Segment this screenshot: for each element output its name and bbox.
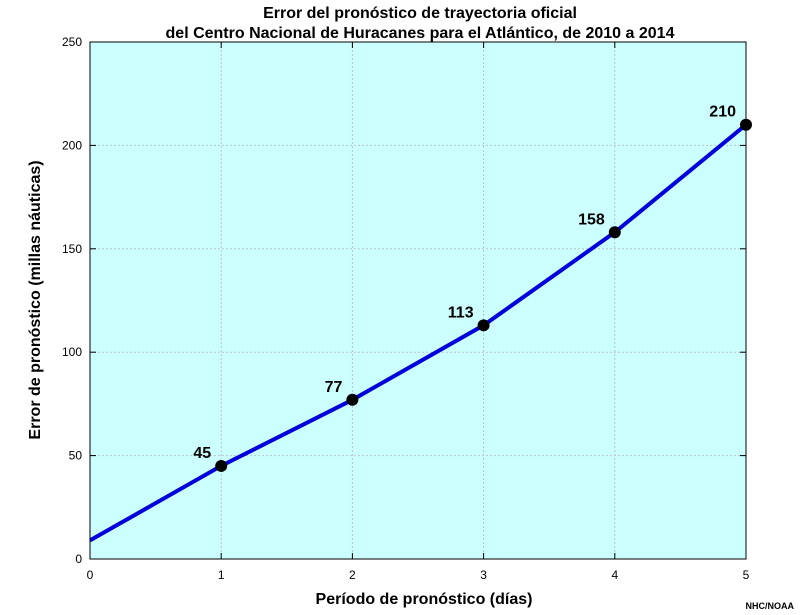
data-label: 77 <box>325 379 343 396</box>
x-tick-label: 5 <box>743 568 750 582</box>
data-label: 158 <box>578 211 605 228</box>
x-tick-label: 0 <box>87 568 94 582</box>
data-label: 113 <box>448 304 474 321</box>
gridlines <box>90 42 746 559</box>
chart-subtitle: del Centro Nacional de Huracanes para el… <box>166 25 675 42</box>
x-tick-labels: 0 1 2 3 4 5 <box>87 568 750 582</box>
data-point <box>215 459 228 472</box>
plot-frame <box>89 41 747 560</box>
data-labels: 45 77 113 158 210 <box>193 104 736 462</box>
data-point <box>608 226 621 239</box>
y-tick-label: 0 <box>75 552 82 566</box>
x-axis-label: Período de pronóstico (días) <box>316 591 533 608</box>
x-tick-label: 2 <box>349 568 356 582</box>
y-tick-label: 50 <box>69 449 83 463</box>
data-markers <box>215 118 752 472</box>
plot-area <box>90 42 746 559</box>
data-label: 210 <box>709 104 736 121</box>
y-tick-label: 250 <box>62 35 82 49</box>
x-tick-label: 4 <box>611 568 618 582</box>
data-label: 45 <box>193 445 211 462</box>
series-line <box>89 123 748 543</box>
data-point <box>346 393 359 406</box>
y-tick-label: 100 <box>62 345 82 359</box>
y-tick-label: 200 <box>62 138 82 152</box>
y-tick-label: 150 <box>62 242 82 256</box>
data-point <box>477 319 490 332</box>
credit-label: NHC/NOAA <box>746 601 795 611</box>
y-axis-label: Error de pronóstico (millas náuticas) <box>27 160 44 439</box>
x-tick-label: 1 <box>218 568 225 582</box>
chart-title: Error del pronóstico de trayectoria ofic… <box>263 5 577 22</box>
y-tick-labels: 0 50 100 150 200 250 <box>62 35 82 566</box>
x-tick-label: 3 <box>480 568 487 582</box>
